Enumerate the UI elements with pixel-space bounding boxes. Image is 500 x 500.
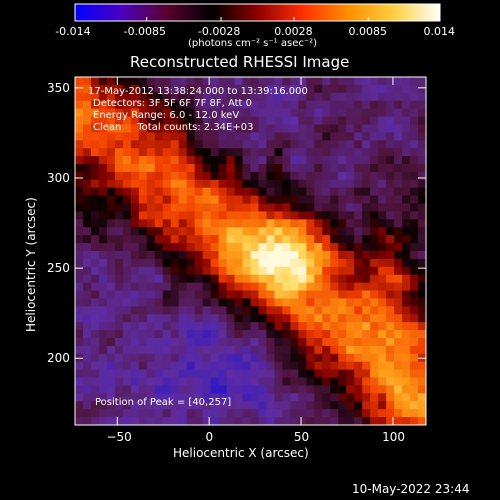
- colorbar-tick-label: 0.0028: [274, 25, 313, 38]
- peak-position-text: Position of Peak = [40,257]: [95, 397, 232, 408]
- axis-ticks: [75, 77, 426, 425]
- colorbar-tick-label: -0.014: [55, 25, 91, 38]
- footer-timestamp: 10-May-2022 23:44: [352, 482, 470, 496]
- info-detectors: Detectors: 3F 5F 6F 7F 8F, Att 0: [93, 98, 253, 109]
- colorbar-unit-label: (photons cm⁻² s⁻¹ asec⁻²): [188, 38, 318, 49]
- y-tick-label: 250: [47, 261, 70, 276]
- plot-frame: [74, 76, 427, 426]
- info-energy-range: Energy Range: 6.0 - 12.0 keV: [93, 110, 240, 121]
- colorbar: [74, 3, 441, 22]
- info-time-range: 17-May-2012 13:38:24.000 to 13:39:16.000: [88, 86, 308, 97]
- y-tick-label: 350: [47, 80, 70, 95]
- y-tick-label: 300: [47, 170, 70, 185]
- rhessi-image: [75, 77, 426, 425]
- x-tick-label: 50: [293, 430, 310, 444]
- x-tick-label: −50: [106, 430, 132, 444]
- colorbar-tick-label: -0.0085: [123, 25, 167, 38]
- y-tick-label: 200: [47, 351, 70, 366]
- colorbar-tick-label: 0.014: [423, 25, 456, 38]
- x-tick-label: 0: [205, 430, 214, 444]
- colorbar-tick-label: 0.0085: [348, 25, 388, 38]
- y-axis-label: Heliocentric Y (arcsec): [24, 197, 38, 332]
- info-clean-counts: Clean Total counts: 2.34E+03: [93, 122, 254, 133]
- colorbar-tick-label: -0.0028: [197, 25, 241, 38]
- x-axis-label: Heliocentric X (arcsec): [173, 446, 309, 460]
- colorbar-ticks: [74, 17, 441, 21]
- x-tick-label: 100: [382, 430, 406, 444]
- plot-title: Reconstructed RHESSI Image: [130, 53, 350, 71]
